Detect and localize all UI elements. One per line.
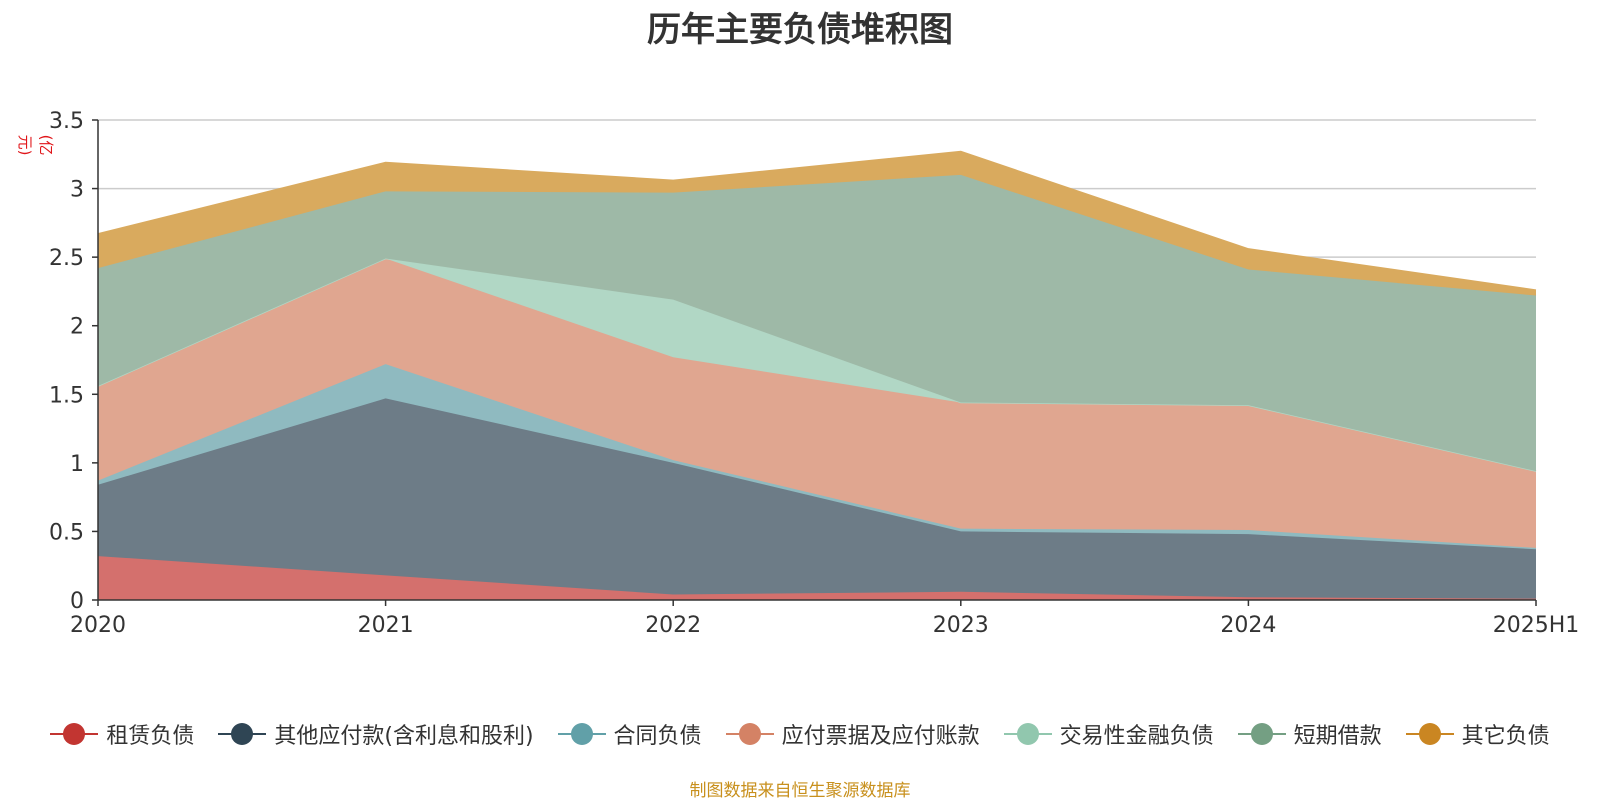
area-series-6[interactable] <box>98 174 1536 472</box>
legend-marker-icon <box>1003 722 1052 746</box>
legend-item-5[interactable]: 交易性金融负债 <box>1003 718 1214 750</box>
legend-label: 其它负债 <box>1461 724 1550 749</box>
legend-item-2[interactable]: 其他应付款(含利息和股利) <box>218 718 534 750</box>
x-tick-label: 2025H1 <box>1493 613 1580 638</box>
legend-label: 其他应付款(含利息和股利) <box>274 724 534 749</box>
area-series-2[interactable] <box>98 398 1536 599</box>
x-tick-label: 2020 <box>70 613 126 638</box>
area-series-3[interactable] <box>98 364 1536 550</box>
legend-item-1[interactable]: 租赁负债 <box>50 718 194 750</box>
x-tick-label: 2024 <box>1220 613 1276 638</box>
legend-item-3[interactable]: 合同负债 <box>557 718 702 750</box>
y-tick-label: 1.5 <box>49 383 84 408</box>
y-tick-label: 2.5 <box>49 246 84 271</box>
chart-title: 历年主要负债堆积图 <box>647 10 953 50</box>
legend-item-7[interactable]: 其它负债 <box>1405 718 1550 750</box>
y-tick-label: 2 <box>70 315 84 340</box>
x-tick-label: 2022 <box>645 613 701 638</box>
data-source-note: 制图数据来自恒生聚源数据库 <box>689 781 911 801</box>
area-series-4[interactable] <box>98 258 1536 548</box>
legend-label: 应付票据及应付账款 <box>781 724 980 749</box>
legend-label: 合同负债 <box>613 724 702 749</box>
area-series-1[interactable] <box>98 556 1536 600</box>
legend-item-4[interactable]: 应付票据及应付账款 <box>725 718 980 750</box>
legend-marker-icon <box>1405 722 1454 746</box>
area-series <box>97 150 1537 600</box>
legend-marker-icon <box>218 722 267 746</box>
legend-marker-icon <box>725 722 774 746</box>
y-tick-label: 1 <box>70 452 84 477</box>
y-tick-label: 0 <box>70 589 84 614</box>
legend-item-6[interactable]: 短期借款 <box>1237 718 1382 750</box>
y-tick-label: 0.5 <box>49 520 84 545</box>
legend-marker-icon <box>50 722 99 746</box>
x-tick-label: 2021 <box>358 613 414 638</box>
chart-legend: 租赁负债 其他应付款(含利息和股利) 合同负债 应付票据及应付账款 交易性金融负债 短期借… <box>0 716 1600 752</box>
area-series-7[interactable] <box>98 151 1536 296</box>
legend-marker-icon <box>1237 722 1286 746</box>
y-tick-label: 3.5 <box>49 109 84 134</box>
legend-label: 交易性金融负债 <box>1059 724 1214 749</box>
legend-label: 短期借款 <box>1293 724 1382 749</box>
axes: 0 0.5 1 1.5 2 2.5 3 3.5 2020 2021 2022 2023 2024 2025… <box>49 109 1579 638</box>
legend-marker-icon <box>557 722 606 746</box>
area-series-7-edge <box>97 150 1537 291</box>
y-tick-label: 3 <box>70 178 84 203</box>
area-series-5[interactable] <box>98 258 1536 472</box>
x-tick-label: 2023 <box>933 613 989 638</box>
stacked-area-chart: 0 0.5 1 1.5 2 2.5 3 3.5 2020 2021 2022 2023 2024 2025… <box>49 109 1579 638</box>
legend-label: 租赁负债 <box>106 724 195 749</box>
